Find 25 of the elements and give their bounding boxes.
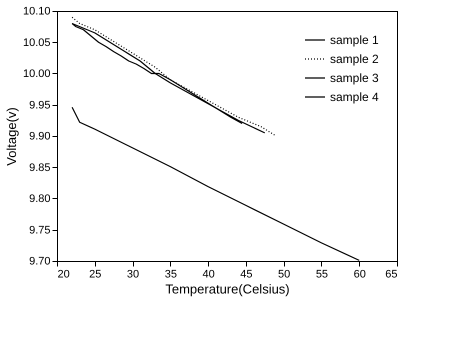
x-axis-title: Temperature(Celsius) <box>165 282 290 296</box>
y-tick-label: 9.75 <box>29 224 50 236</box>
y-tick-label: 9.70 <box>29 256 50 268</box>
y-axis-title: Voltage(v) <box>4 107 19 166</box>
y-tick-label: 9.95 <box>29 99 50 112</box>
y-tick-label: 10.05 <box>22 36 50 49</box>
x-tick-label: 50 <box>278 268 290 280</box>
y-tick-label: 10.00 <box>22 68 50 80</box>
legend-label: sample 4 <box>330 90 380 104</box>
legend-label: sample 1 <box>330 33 380 47</box>
x-tick-label: 55 <box>316 268 328 280</box>
x-tick-label: 25 <box>89 268 102 280</box>
x-tick-label: 35 <box>164 268 177 280</box>
x-tick-label: 40 <box>202 268 215 280</box>
x-tick-label: 60 <box>354 268 366 280</box>
y-tick-label: 9.80 <box>29 193 50 205</box>
x-tick-label: 20 <box>58 268 70 280</box>
x-tick-label: 45 <box>240 268 253 280</box>
x-tick-label: 30 <box>126 268 140 280</box>
y-tick-label: 10.10 <box>22 6 50 18</box>
x-tick-label: 65 <box>385 268 398 280</box>
legend-label: sample 2 <box>330 52 380 66</box>
y-tick-label: 9.90 <box>29 130 50 142</box>
legend-label: sample 3 <box>330 71 380 85</box>
y-tick-label: 9.85 <box>29 162 50 174</box>
